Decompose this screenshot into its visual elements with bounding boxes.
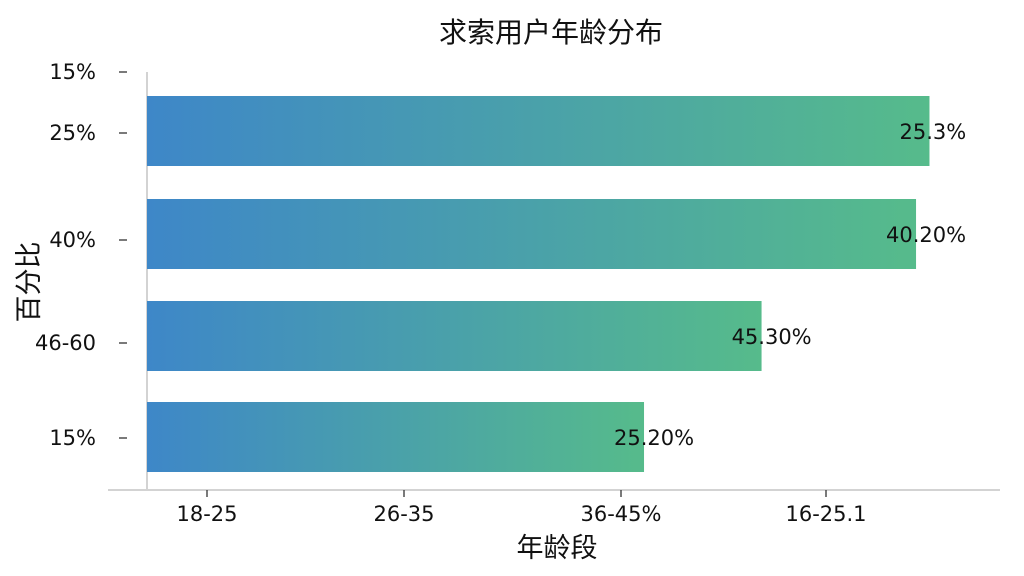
bar: [147, 96, 930, 166]
bar-value-label: 25.20%: [614, 426, 694, 450]
bar: [147, 402, 645, 472]
x-tick-label: 36-45%: [581, 502, 662, 526]
y-tick-label: 15%: [49, 426, 96, 450]
y-axis-ticks: 15% 25% 40% 46-60 15%: [35, 60, 127, 450]
bar: [147, 199, 917, 269]
bar: [147, 301, 762, 371]
chart-title: 求索用户年龄分布: [439, 16, 663, 49]
x-axis-ticks: 18-25 26-35 36-45% 16-25.1: [176, 490, 867, 526]
bar-value-label: 40.20%: [886, 223, 966, 247]
y-tick-label: 15%: [49, 60, 96, 84]
y-tick-label: 25%: [49, 121, 96, 145]
bar-value-label: 25.3%: [899, 120, 966, 144]
bars-group: [147, 96, 930, 472]
y-axis-title: 百分比: [14, 242, 45, 323]
x-tick-label: 16-25.1: [785, 502, 866, 526]
x-axis-title: 年龄段: [517, 533, 598, 564]
x-tick-label: 26-35: [373, 502, 434, 526]
y-tick-label: 46-60: [35, 331, 96, 355]
y-tick-label: 40%: [49, 228, 96, 252]
x-tick-label: 18-25: [176, 502, 237, 526]
bar-labels-group: 25.3% 40.20% 45.30% 25.20%: [614, 120, 966, 450]
bar-value-label: 45.30%: [732, 325, 812, 349]
